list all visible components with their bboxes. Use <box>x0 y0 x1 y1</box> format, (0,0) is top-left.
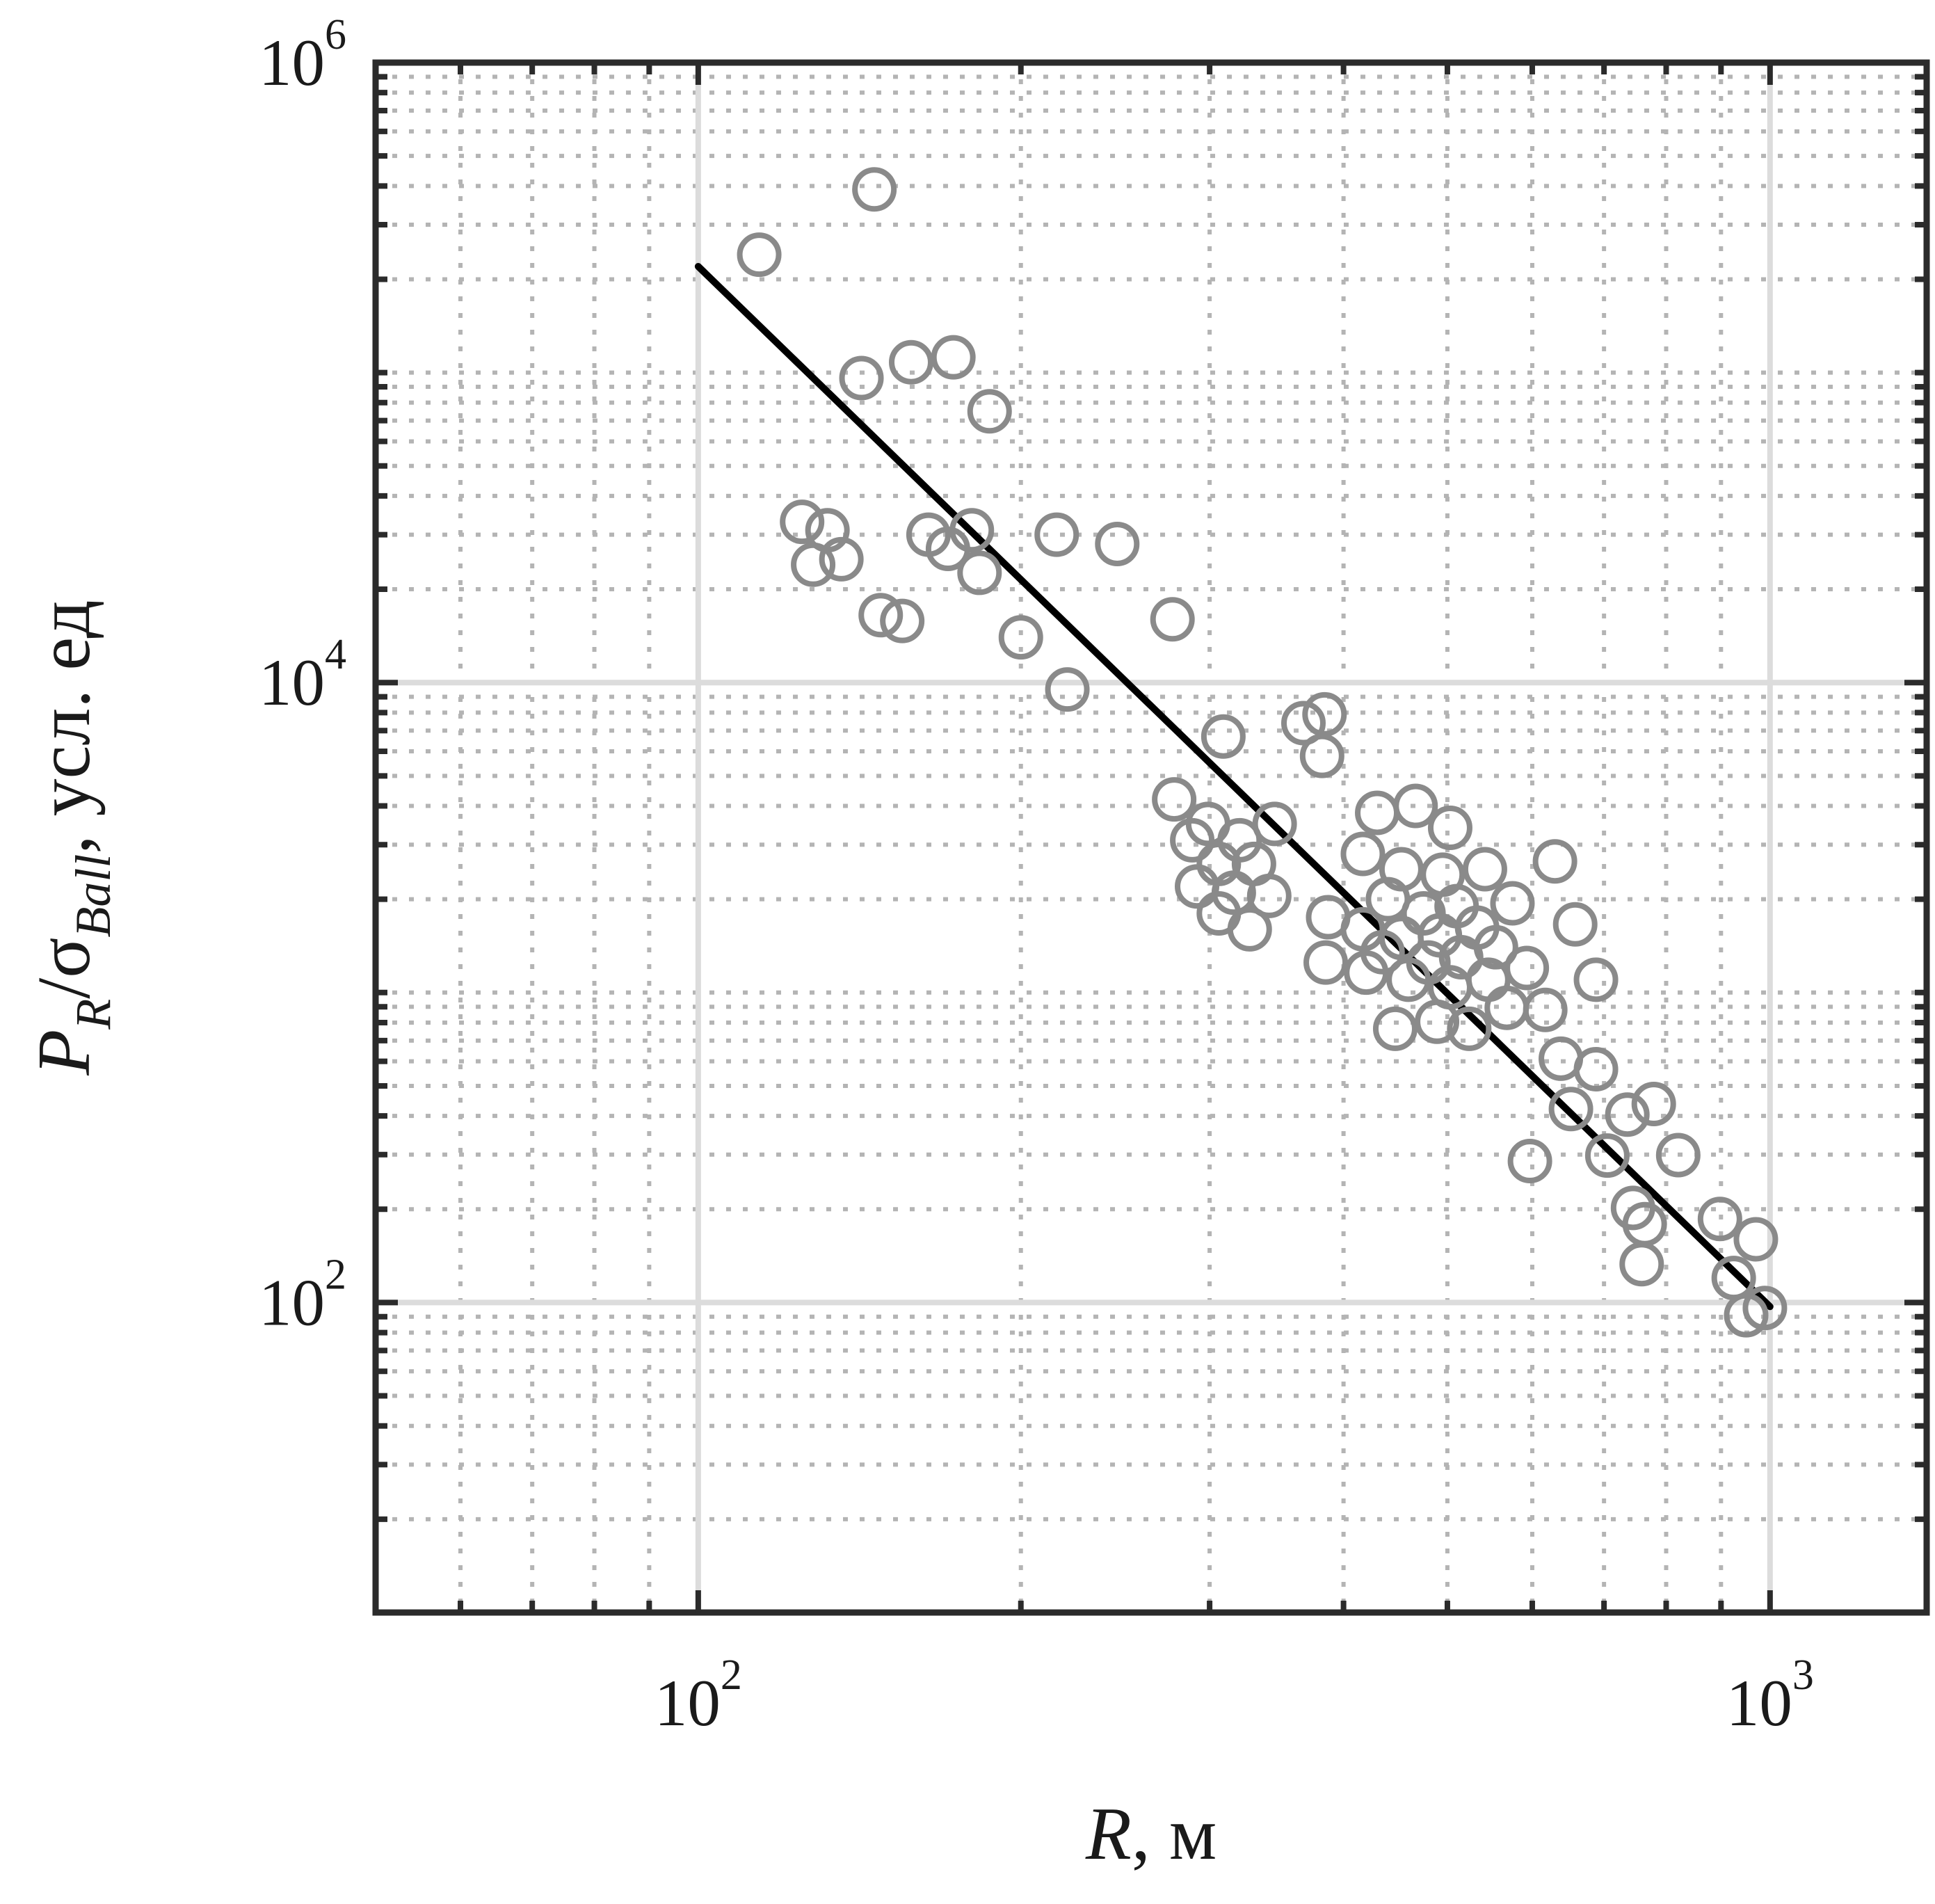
scatter-point <box>1523 987 1568 1032</box>
scatter-point <box>1631 1082 1676 1127</box>
scatter-point <box>737 232 782 278</box>
scatter-points <box>737 167 1788 1338</box>
scatter-point <box>1170 817 1215 863</box>
power-law-fit-line <box>694 263 1774 1311</box>
scatter-point <box>1584 1133 1630 1178</box>
axes-box <box>372 59 1930 1616</box>
scatter-point <box>780 499 825 545</box>
scatter-point <box>1415 999 1460 1044</box>
scatter-point <box>1095 521 1140 566</box>
scatter-point <box>791 542 836 587</box>
scatter-point <box>1393 783 1438 829</box>
scatter-point <box>1427 805 1472 850</box>
y-axis-label: PR/σBall, усл. ед <box>23 600 121 1076</box>
scatter-point <box>967 389 1012 434</box>
scatter-point <box>1473 925 1518 970</box>
scatter-point <box>1697 1197 1742 1242</box>
scatter-point <box>1742 1286 1788 1331</box>
scatter-point <box>1434 883 1479 929</box>
scatter-point <box>1045 667 1090 712</box>
y-tick-label: 104 <box>259 631 346 719</box>
scatter-point <box>1733 1217 1779 1262</box>
scatter-point <box>1150 597 1195 642</box>
scatter-point <box>858 593 904 638</box>
scatter-point <box>931 335 976 380</box>
scatter-point <box>1034 512 1079 557</box>
scatter-point <box>1299 733 1344 778</box>
scatter-point <box>1196 891 1242 936</box>
scatter-point <box>1655 1133 1701 1178</box>
scatter-point <box>1447 1006 1492 1051</box>
scatter-point <box>957 550 1002 595</box>
scatter-point <box>1280 701 1326 746</box>
scatter-point <box>1507 1139 1552 1184</box>
scatter-point <box>1152 777 1197 822</box>
scatter-point <box>819 536 864 582</box>
scatter-point <box>1303 940 1349 985</box>
fit-line <box>694 263 1774 1311</box>
scatter-point <box>1246 873 1292 918</box>
scatter-point <box>1504 945 1550 991</box>
scatter-point <box>1406 940 1451 985</box>
scatter-point <box>1532 839 1577 884</box>
scatter-point <box>1605 1092 1650 1137</box>
scatter-point <box>1340 831 1386 877</box>
y-axis-title: PR/σBall, усл. ед <box>23 600 121 1076</box>
scatter-point <box>1622 1201 1667 1247</box>
y-tick-label: 106 <box>259 11 346 99</box>
scatter-point <box>1490 881 1535 926</box>
axes-border <box>372 59 1930 1616</box>
scatter-point <box>880 598 925 643</box>
scatter-point <box>1462 847 1507 892</box>
x-tick-labels: 102 103 <box>655 1651 1814 1740</box>
scatter-point <box>1724 1293 1769 1338</box>
scatter-point <box>1372 1006 1418 1051</box>
scatter-point <box>1552 902 1598 947</box>
scatter-point <box>1573 1046 1619 1091</box>
scatter-point <box>1573 957 1619 1002</box>
scatter-point <box>839 355 884 401</box>
scatter-point <box>1252 801 1297 847</box>
scatter-point <box>998 615 1043 660</box>
y-tick-label: 102 <box>259 1251 346 1339</box>
y-tick-labels: 102 104 106 <box>259 11 346 1339</box>
scatter-point <box>1360 929 1405 975</box>
x-tick-label: 102 <box>655 1651 742 1740</box>
x-axis-title: R, м <box>1085 1793 1217 1875</box>
scatter-point <box>1548 1087 1593 1132</box>
scatter-point <box>1401 891 1446 936</box>
scatter-point <box>852 167 897 212</box>
tick-marks <box>376 60 1927 1613</box>
x-axis-label: R, м <box>1085 1793 1217 1875</box>
scatter-point <box>949 508 995 553</box>
scatter-point <box>1201 714 1246 759</box>
scatter-point <box>888 339 933 385</box>
x-tick-label: 103 <box>1726 1651 1814 1740</box>
